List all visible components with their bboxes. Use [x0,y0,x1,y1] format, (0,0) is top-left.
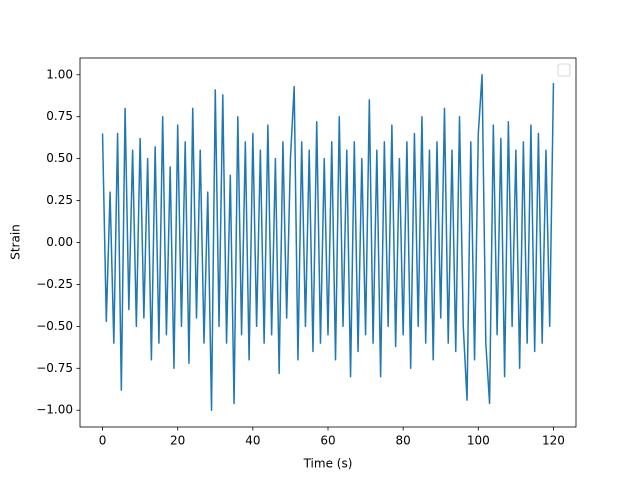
y-tick-label: 0.50 [46,151,73,165]
y-tick-label: 1.00 [46,67,73,81]
x-axis-label: Time (s) [303,457,353,471]
x-tick-label: 40 [245,434,260,448]
x-tick-label: 20 [170,434,185,448]
y-tick-label: 0.00 [46,235,73,249]
y-tick-label: −0.25 [36,277,73,291]
x-tick-label: 80 [396,434,411,448]
x-tick-label: 100 [467,434,490,448]
y-tick-label: −0.75 [36,361,73,375]
y-tick-label: 0.75 [46,109,73,123]
y-tick-label: −1.00 [36,403,73,417]
x-tick-label: 120 [542,434,565,448]
line [101,74,555,411]
y-axis-label: Strain [9,224,23,260]
y-tick-label: −0.50 [36,319,73,333]
x-tick-label: 60 [320,434,335,448]
plot-frame [79,57,577,428]
x-tick-label: 0 [99,434,107,448]
legend-box [557,63,571,77]
y-tick-label: 0.25 [46,193,73,207]
